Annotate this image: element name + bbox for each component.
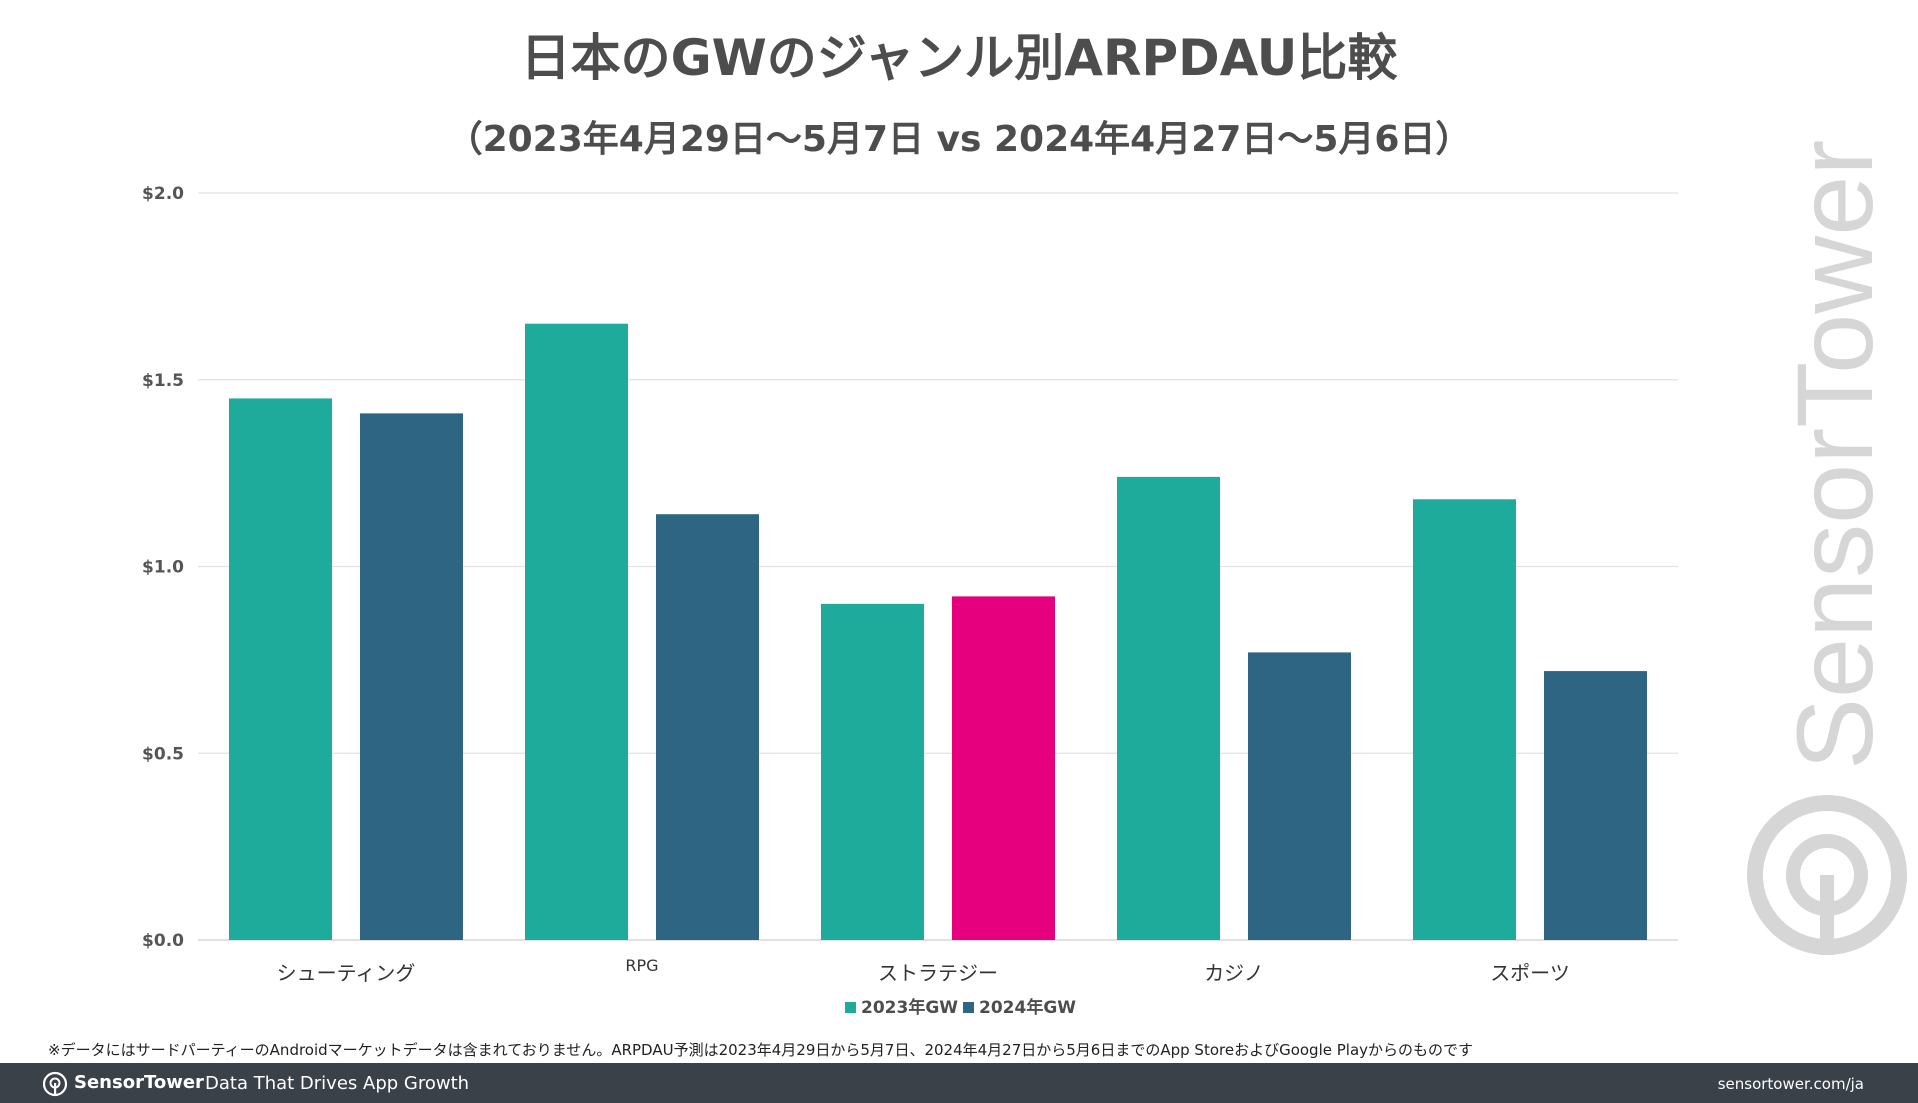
bar [1413, 499, 1516, 940]
y-tick-label: $2.0 [142, 184, 184, 204]
x-tick-label: スポーツ [1490, 961, 1570, 985]
legend-swatch [963, 1002, 974, 1013]
y-tick-label: $0.5 [142, 744, 184, 764]
watermark-text: SensorTower [1774, 140, 1895, 770]
footer-brand: SensorTower [74, 1072, 204, 1093]
legend-label: 2024年GW [979, 997, 1076, 1018]
legend-item: 2024年GW [963, 997, 1076, 1018]
sensor-tower-logo-icon [1747, 795, 1907, 955]
bar [821, 603, 924, 940]
bar [952, 596, 1055, 940]
legend-item: 2023年GW [845, 997, 958, 1018]
x-tick-label: カジノ [1204, 961, 1264, 985]
y-axis-tick-labels: $0.0 $0.5 $1.0 $1.5 $2.0 [142, 184, 184, 951]
bar [1544, 671, 1647, 940]
bar [1117, 476, 1220, 940]
footer-tagline: Data That Drives App Growth [205, 1073, 470, 1094]
x-axis-tick-labels: シューティング RPG ストラテジー カジノ スポーツ [277, 956, 1570, 985]
bar [360, 413, 463, 940]
y-tick-label: $0.0 [142, 931, 184, 951]
x-tick-label: シューティング [277, 961, 416, 985]
chart-subtitle: （2023年4月29日〜5月7日 vs 2024年4月27日〜5月6日） [446, 119, 1472, 160]
chart-title: 日本のGWのジャンル別ARPDAU比較 [520, 29, 1398, 87]
bar [525, 323, 628, 941]
legend-label: 2023年GW [861, 997, 958, 1018]
bar [656, 514, 759, 940]
x-tick-label: ストラテジー [878, 961, 998, 985]
footer-bar: SensorTower Data That Drives App Growth … [0, 1063, 1918, 1103]
legend: 2023年GW 2024年GW [845, 997, 1076, 1018]
y-tick-label: $1.0 [142, 558, 184, 578]
footnote: ※データにはサードパーティーのAndroidマーケットデータは含まれておりません… [48, 1041, 1474, 1059]
y-tick-label: $1.5 [142, 371, 184, 391]
footer-url[interactable]: sensortower.com/ja [1717, 1075, 1864, 1093]
x-tick-label: RPG [625, 956, 658, 975]
sensor-tower-logo-icon [42, 1071, 68, 1097]
bar [1248, 652, 1351, 940]
legend-swatch [845, 1002, 856, 1013]
sensor-tower-watermark: SensorTower [1747, 140, 1907, 955]
bars [229, 323, 1647, 941]
bar [229, 398, 332, 940]
bar-chart: $0.0 $0.5 $1.0 $1.5 $2.0 シューティング RPG ストラテジー カジノ… [142, 184, 1678, 1018]
